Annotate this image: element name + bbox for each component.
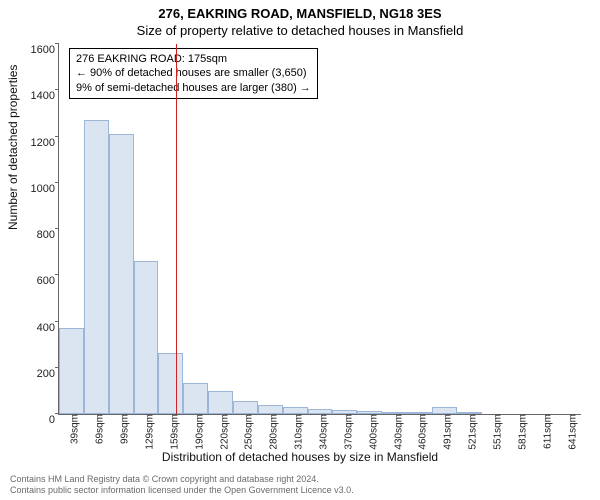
x-tick-label: 430sqm [391, 414, 404, 450]
title-subtitle: Size of property relative to detached ho… [0, 21, 600, 38]
info-line-3: 9% of semi-detached houses are larger (3… [76, 81, 311, 95]
y-tick-label: 600 [37, 275, 59, 287]
histogram-bar [258, 405, 283, 414]
x-tick-label: 39sqm [68, 414, 81, 444]
x-tick-label: 220sqm [217, 414, 230, 450]
footer-line-1: Contains HM Land Registry data © Crown c… [10, 474, 354, 485]
y-axis-label: Number of detached properties [6, 65, 20, 230]
x-tick-label: 641sqm [565, 414, 578, 450]
x-tick-label: 310sqm [292, 414, 305, 450]
footer-line-2: Contains public sector information licen… [10, 485, 354, 496]
y-tick-mark [55, 274, 59, 275]
x-tick-label: 99sqm [118, 414, 131, 444]
x-tick-label: 400sqm [366, 414, 379, 450]
x-tick-label: 129sqm [143, 414, 156, 450]
histogram-bar [233, 401, 258, 414]
y-tick-label: 1000 [31, 183, 59, 195]
y-tick-mark [55, 182, 59, 183]
x-tick-label: 340sqm [317, 414, 330, 450]
histogram-bar [158, 353, 183, 414]
histogram-bar [283, 407, 308, 414]
x-tick-label: 521sqm [466, 414, 479, 450]
info-box: 276 EAKRING ROAD: 175sqm ← 90% of detach… [69, 48, 318, 99]
y-tick-mark [55, 321, 59, 322]
histogram-bar [208, 391, 233, 414]
y-tick-label: 1400 [31, 90, 59, 102]
x-tick-label: 280sqm [267, 414, 280, 450]
plot-area: 276 EAKRING ROAD: 175sqm ← 90% of detach… [58, 44, 581, 415]
info-line-2: ← 90% of detached houses are smaller (3,… [76, 66, 311, 80]
histogram-bar [432, 407, 457, 414]
x-tick-label: 69sqm [93, 414, 106, 444]
chart-container: 276, EAKRING ROAD, MANSFIELD, NG18 3ES S… [0, 0, 600, 500]
x-tick-label: 370sqm [341, 414, 354, 450]
x-tick-label: 611sqm [540, 414, 553, 449]
x-tick-label: 190sqm [192, 414, 205, 450]
histogram-bar [183, 383, 208, 414]
histogram-bar [59, 328, 84, 414]
property-marker-line [176, 44, 177, 414]
y-tick-mark [55, 43, 59, 44]
y-tick-label: 800 [37, 229, 59, 241]
histogram-bar [134, 261, 159, 414]
footer: Contains HM Land Registry data © Crown c… [10, 474, 354, 496]
y-tick-label: 1200 [31, 137, 59, 149]
x-tick-label: 159sqm [167, 414, 180, 450]
y-tick-label: 200 [37, 368, 59, 380]
y-tick-label: 0 [49, 414, 59, 426]
title-address: 276, EAKRING ROAD, MANSFIELD, NG18 3ES [0, 0, 600, 21]
x-tick-label: 460sqm [416, 414, 429, 450]
histogram-bar [84, 120, 109, 414]
x-tick-label: 491sqm [441, 414, 454, 450]
x-tick-label: 250sqm [242, 414, 255, 450]
y-tick-label: 400 [37, 322, 59, 334]
x-tick-label: 551sqm [491, 414, 504, 450]
histogram-bar [109, 134, 134, 414]
y-tick-label: 1600 [31, 44, 59, 56]
x-tick-label: 581sqm [515, 414, 528, 450]
info-line-1: 276 EAKRING ROAD: 175sqm [76, 52, 311, 66]
x-axis-label: Distribution of detached houses by size … [0, 450, 600, 464]
y-tick-mark [55, 89, 59, 90]
y-tick-mark [55, 228, 59, 229]
y-tick-mark [55, 136, 59, 137]
